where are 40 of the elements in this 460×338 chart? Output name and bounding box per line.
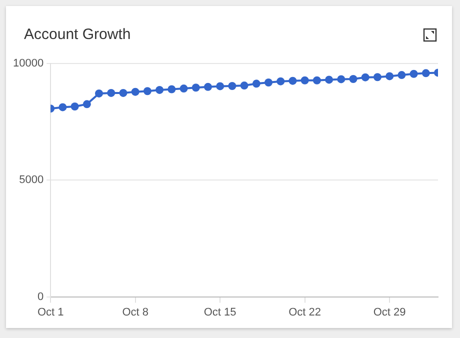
x-tick-label: Oct 15 <box>204 306 236 318</box>
point <box>300 76 309 84</box>
point <box>422 69 430 78</box>
point <box>337 75 346 84</box>
point <box>398 71 406 80</box>
point <box>216 82 224 90</box>
point <box>192 84 200 92</box>
point <box>312 76 321 84</box>
x-tick-label: Oct 29 <box>373 306 406 318</box>
point <box>119 88 128 97</box>
point <box>95 89 104 98</box>
point <box>410 70 418 78</box>
point <box>107 88 116 97</box>
point <box>252 80 260 88</box>
point <box>168 85 176 94</box>
point <box>82 100 91 108</box>
point <box>276 77 285 86</box>
point <box>228 82 236 90</box>
point <box>70 102 79 111</box>
y-tick-label: 0 <box>37 290 44 303</box>
x-tick-label: Oct 1 <box>37 306 64 318</box>
chart-title: Account Growth <box>24 26 131 43</box>
y-tick-label: 5000 <box>19 174 44 186</box>
y-tick-label: 10000 <box>12 58 44 70</box>
point <box>361 73 370 82</box>
point <box>143 87 152 96</box>
x-tick-label: Oct 22 <box>288 306 322 318</box>
point <box>325 76 334 84</box>
point <box>349 74 358 83</box>
x-tick-label: Oct 8 <box>122 306 148 318</box>
point <box>386 72 394 80</box>
point <box>264 78 273 86</box>
point <box>373 73 382 82</box>
point <box>180 84 188 93</box>
point <box>204 82 212 91</box>
point <box>288 76 297 85</box>
point <box>131 88 140 96</box>
point <box>240 82 248 90</box>
point <box>156 86 164 94</box>
point <box>58 103 67 112</box>
